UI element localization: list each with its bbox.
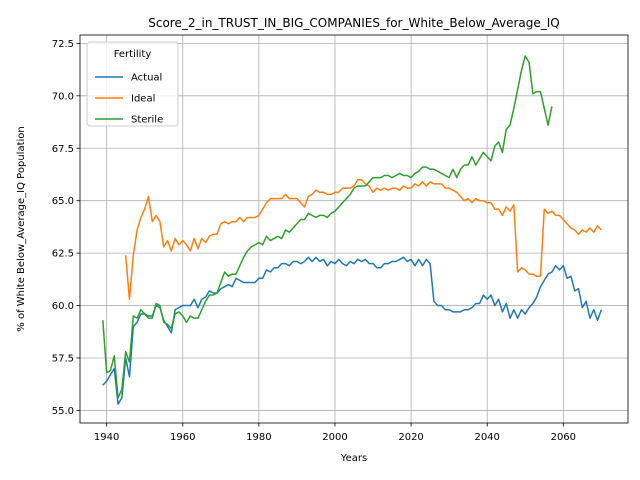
legend-label: Actual [131, 73, 162, 84]
x-tick-label: 1980 [246, 432, 271, 443]
y-tick-label: 70.0 [52, 91, 74, 102]
x-tick-label: 2020 [398, 432, 423, 443]
y-tick-label: 72.5 [52, 39, 74, 50]
axes-frame [79, 34, 629, 424]
y-tick-label: 62.5 [52, 249, 74, 260]
x-tick-label: 2040 [474, 432, 499, 443]
x-tick-label: 1940 [94, 432, 119, 443]
series-line [124, 178, 602, 301]
legend: Fertility Actual Ideal Sterile [86, 41, 179, 127]
x-tick-label: 2000 [322, 432, 347, 443]
legend-box [86, 41, 179, 127]
legend-label: Ideal [131, 94, 155, 105]
x-axis-label: Years [340, 453, 367, 464]
series-line [102, 55, 553, 399]
series-line [102, 256, 603, 405]
plot-lines [102, 55, 603, 405]
x-tick-label: 1960 [170, 432, 195, 443]
y-tick-label: 57.5 [52, 353, 74, 364]
x-tick-label: 2060 [551, 432, 576, 443]
chart-title: Score_2_in_TRUST_IN_BIG_COMPANIES_for_Wh… [148, 16, 560, 30]
y-tick-label: 60.0 [52, 301, 74, 312]
y-tick-label: 55.0 [52, 406, 74, 417]
legend-label: Sterile [131, 115, 163, 126]
grid [80, 35, 628, 423]
legend-title: Fertility [114, 49, 152, 60]
y-tick-label: 65.0 [52, 196, 74, 207]
ticks: 1940 1960 1980 2000 2020 2040 2060 55.0 57.5 60.0… [52, 39, 576, 443]
y-axis-label: % of White Below_Average_IQ Population [16, 126, 27, 331]
y-tick-label: 67.5 [52, 144, 74, 155]
